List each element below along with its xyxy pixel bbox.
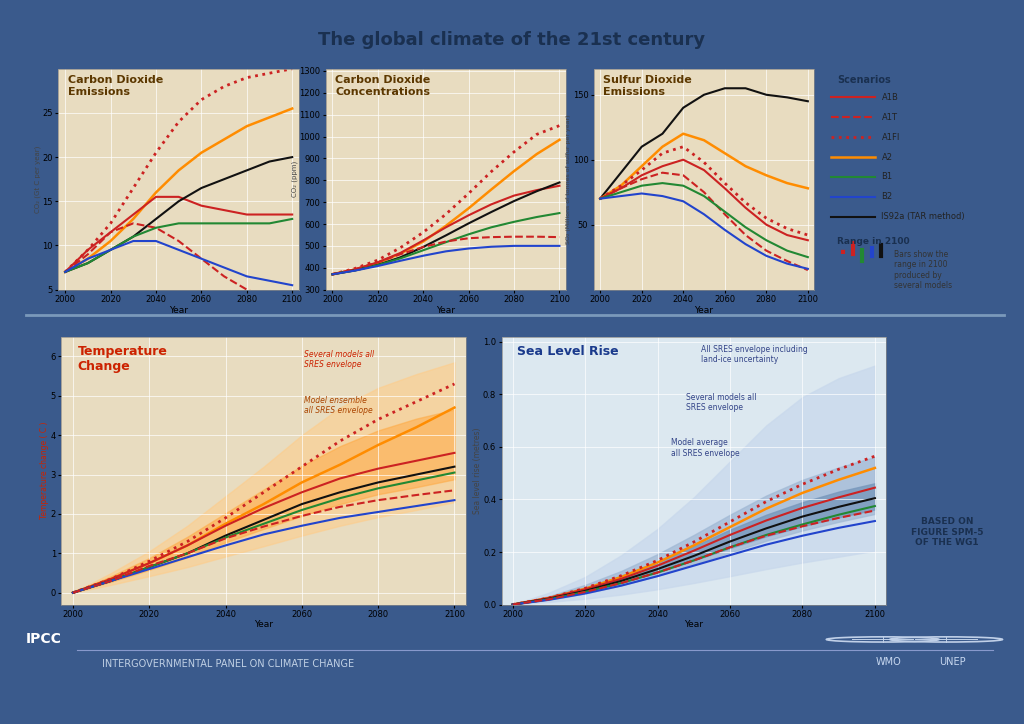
Text: Carbon Dioxide
Concentrations: Carbon Dioxide Concentrations (335, 75, 430, 97)
X-axis label: Year: Year (684, 620, 703, 629)
Y-axis label: CO₂ (ppm): CO₂ (ppm) (291, 161, 298, 198)
X-axis label: Year: Year (436, 306, 456, 314)
Text: Bars show the
range in 2100
produced by
several models: Bars show the range in 2100 produced by … (894, 250, 952, 290)
Text: Model average
all SRES envelope: Model average all SRES envelope (671, 439, 739, 458)
Y-axis label: CO₂ (Gt C per year): CO₂ (Gt C per year) (35, 146, 41, 213)
Text: A1B: A1B (882, 93, 898, 102)
Text: BASED ON
FIGURE SPM-5
OF THE WG1: BASED ON FIGURE SPM-5 OF THE WG1 (911, 517, 983, 547)
Text: IPCC: IPCC (26, 633, 61, 647)
Text: Scenarios: Scenarios (837, 75, 891, 85)
X-axis label: Year: Year (169, 306, 188, 314)
Y-axis label: Temperature change ( C ): Temperature change ( C ) (40, 422, 49, 519)
Text: All SRES envelope including
land-ice uncertainty: All SRES envelope including land-ice unc… (701, 345, 808, 364)
Text: Sea Level Rise: Sea Level Rise (517, 345, 618, 358)
Text: The global climate of the 21st century: The global climate of the 21st century (318, 31, 706, 49)
Text: B1: B1 (882, 172, 893, 182)
Text: IS92a (TAR method): IS92a (TAR method) (882, 212, 965, 222)
X-axis label: Year: Year (694, 306, 714, 314)
Text: B2: B2 (882, 193, 893, 201)
Text: Temperature
Change: Temperature Change (78, 345, 168, 373)
Text: A1FI: A1FI (882, 132, 900, 142)
Y-axis label: SO₂ (Millions of tonnes of sulfur per year): SO₂ (Millions of tonnes of sulfur per ye… (566, 114, 571, 244)
Text: INTERGOVERNMENTAL PANEL ON CLIMATE CHANGE: INTERGOVERNMENTAL PANEL ON CLIMATE CHANG… (102, 659, 354, 669)
Y-axis label: Sea level rise (metres): Sea level rise (metres) (472, 427, 481, 514)
Text: A2: A2 (882, 153, 893, 161)
Text: WMO: WMO (876, 657, 902, 667)
Text: Sulfur Dioxide
Emissions: Sulfur Dioxide Emissions (603, 75, 691, 97)
Text: A1T: A1T (882, 113, 897, 122)
Text: Carbon Dioxide
Emissions: Carbon Dioxide Emissions (68, 75, 163, 97)
Text: Model ensemble
all SRES envelope: Model ensemble all SRES envelope (304, 395, 373, 415)
Text: UNEP: UNEP (939, 657, 966, 667)
Text: Range in 2100: Range in 2100 (837, 237, 909, 245)
X-axis label: Year: Year (254, 620, 273, 629)
Text: Several models all
SRES envelope: Several models all SRES envelope (686, 393, 757, 412)
Text: Several models all
SRES envelope: Several models all SRES envelope (304, 350, 374, 369)
